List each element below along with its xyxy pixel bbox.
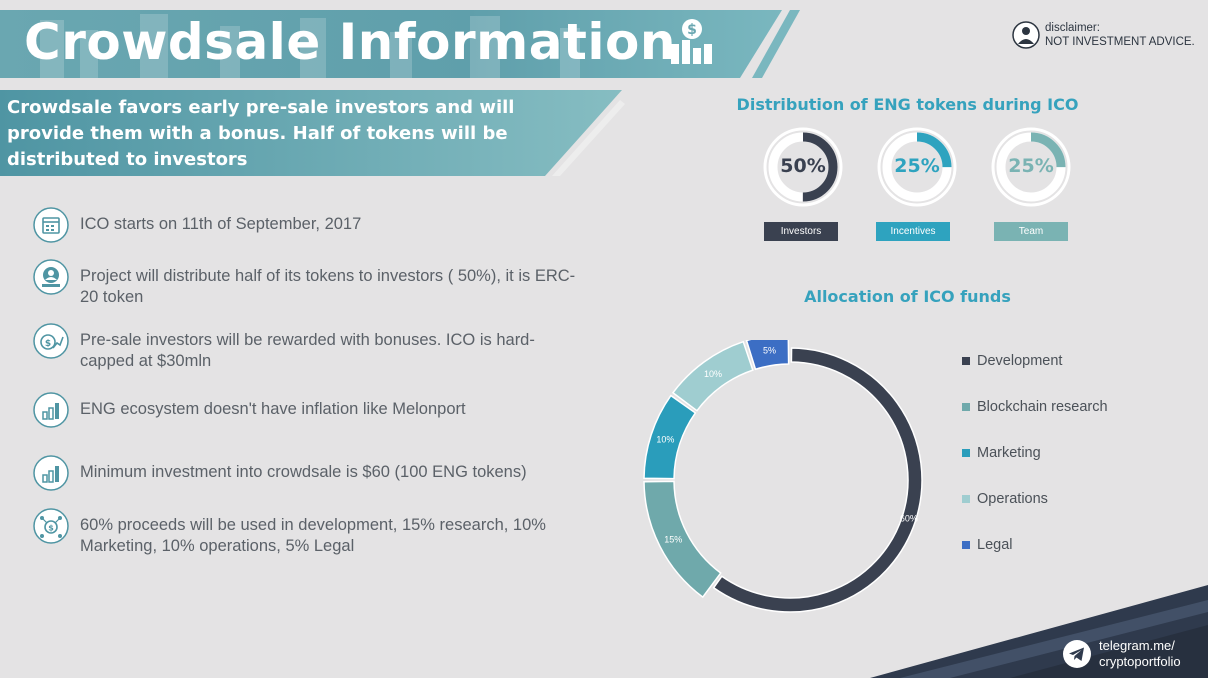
fact-item: ENG ecosystem doesn't have inflation lik… — [33, 392, 580, 428]
legend-swatch — [962, 357, 970, 365]
donut-slice-blockchain-research — [643, 480, 722, 599]
investor-globe-icon — [33, 259, 69, 295]
legend-item: Marketing — [962, 445, 1041, 461]
legend-swatch — [962, 495, 970, 503]
distribution-ring: 25% — [877, 127, 957, 207]
disclaimer-label: disclaimer: — [1045, 22, 1100, 34]
allocation-title: Allocation of ICO funds — [804, 287, 1011, 306]
donut-data-label: 60% — [900, 514, 918, 524]
money-chart-icon: $ — [671, 19, 712, 64]
svg-text:$: $ — [48, 524, 54, 533]
ring-chart-incentives — [877, 127, 957, 207]
telegram-icon — [1063, 640, 1091, 668]
donut-slice-operations — [671, 340, 754, 412]
subtitle-banner — [0, 90, 625, 176]
svg-text:$: $ — [687, 22, 697, 38]
distribution-percent: 25% — [894, 155, 940, 177]
fact-text: ICO starts on 11th of September, 2017 — [80, 215, 362, 233]
fact-item: Project will distribute half of its toke… — [33, 259, 580, 308]
bar-chart-icon — [33, 392, 69, 428]
legend-label: Operations — [977, 491, 1048, 507]
distribution-percent: 25% — [1008, 155, 1054, 177]
donut-data-label: 5% — [763, 346, 776, 356]
legend-swatch — [962, 449, 970, 457]
legend-item: Development — [962, 353, 1062, 369]
svg-text:$: $ — [45, 339, 51, 349]
donut-slice-legal — [745, 340, 790, 371]
fact-text: Pre-sale investors will be rewarded with… — [80, 331, 535, 370]
legend-label: Legal — [977, 537, 1013, 553]
legend-swatch — [962, 541, 970, 549]
fact-text: Project will distribute half of its toke… — [80, 267, 576, 306]
distribution-label: Investors — [764, 222, 838, 241]
fact-item: $ 60% proceeds will be used in developme… — [33, 508, 580, 557]
subtitle-text: Crowdsale favors early pre-sale investor… — [7, 97, 515, 170]
disclaimer-text: NOT INVESTMENT ADVICE. — [1045, 36, 1195, 48]
donut-data-label: 15% — [664, 534, 682, 544]
ring-chart-team — [991, 127, 1071, 207]
fact-text: Minimum investment into crowdsale is $60… — [80, 463, 527, 481]
legend-label: Marketing — [977, 445, 1041, 461]
disclaimer: disclaimer: NOT INVESTMENT ADVICE. — [1012, 21, 1195, 49]
fact-item: $ Pre-sale investors will be rewarded wi… — [33, 323, 580, 372]
fact-item: Minimum investment into crowdsale is $60… — [33, 455, 580, 491]
fact-text: ENG ecosystem doesn't have inflation lik… — [80, 400, 466, 418]
bar-chart-icon — [33, 455, 69, 491]
ring-chart-investors — [763, 127, 843, 207]
legend-label: Blockchain research — [977, 399, 1108, 415]
legend-label: Development — [977, 353, 1063, 369]
distribution-ring: 50% — [763, 127, 843, 207]
advisor-icon — [1012, 21, 1040, 49]
telegram-link[interactable]: telegram.me/ cryptoportfolio — [1062, 638, 1181, 670]
telegram-line1: telegram.me/ — [1099, 638, 1175, 653]
legend-swatch — [962, 403, 970, 411]
money-network-icon: $ — [33, 508, 69, 544]
distribution-title: Distribution of ENG tokens during ICO — [736, 95, 1079, 114]
telegram-line2: cryptoportfolio — [1099, 654, 1181, 669]
allocation-donut-chart: 60% 15% 10% 10% 5% — [643, 340, 923, 613]
dollar-growth-icon: $ — [33, 323, 69, 359]
calendar-icon — [33, 207, 69, 243]
distribution-label: Incentives — [876, 222, 950, 241]
title-banner — [0, 10, 800, 78]
distribution-percent: 50% — [780, 155, 826, 177]
legend-item: Blockchain research — [962, 399, 1108, 415]
donut-slice-marketing — [643, 394, 697, 480]
distribution-ring: 25% — [991, 127, 1071, 207]
legend-item: Legal — [962, 537, 1012, 553]
donut-data-label: 10% — [704, 369, 722, 379]
donut-data-label: 10% — [656, 435, 674, 445]
fact-item: ICO starts on 11th of September, 2017 — [33, 207, 580, 243]
page-title: Crowdsale Information — [24, 13, 676, 71]
distribution-label: Team — [994, 222, 1068, 241]
legend-item: Operations — [962, 491, 1048, 507]
donut-slice-development — [712, 347, 923, 613]
fact-text: 60% proceeds will be used in development… — [80, 516, 546, 555]
